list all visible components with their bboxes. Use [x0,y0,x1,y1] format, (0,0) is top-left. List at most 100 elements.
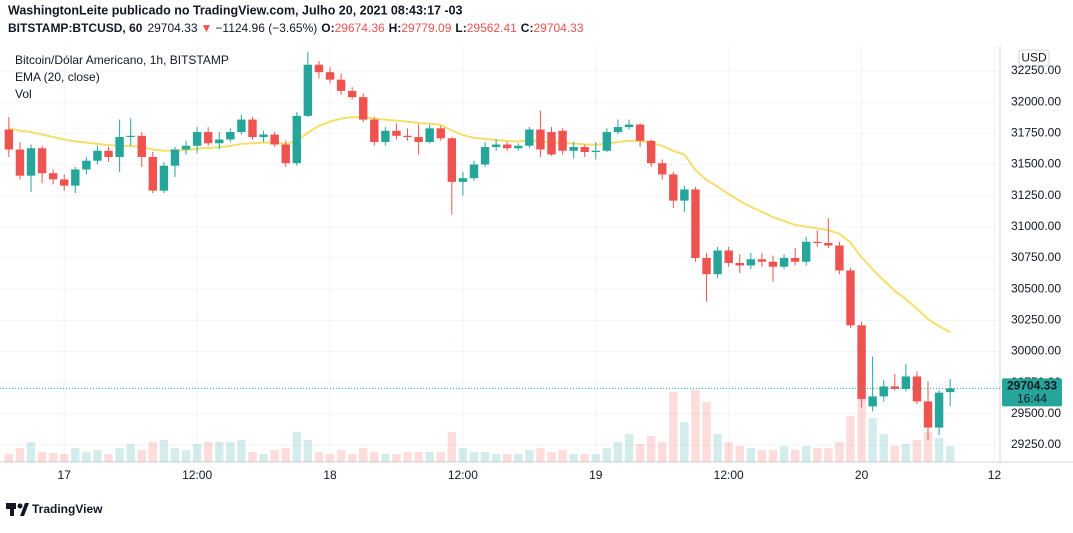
candle-body [591,150,600,152]
candle-body [680,189,689,201]
volume-bar [447,432,457,462]
volume-bar [857,396,866,462]
candle-body [901,376,911,389]
volume-bar [71,448,80,462]
volume-bar [303,440,313,462]
y-tick-label: 31500.00 [1011,157,1061,171]
symbol-text: BITSTAMP:BTCUSD, 60 29704.33 ▼ −1124.96 (−3… [8,21,584,35]
volume-bar [126,444,135,462]
candle-body [735,262,744,266]
x-tick-label: 20 [855,468,869,482]
candle-body [525,129,534,146]
legend-label: Vol [15,87,32,101]
volume-bar [945,446,955,462]
candle-body [226,132,235,140]
volume-bar [580,454,589,462]
volume-bar [525,450,534,462]
candle-body [923,401,933,428]
volume-bar [635,444,645,462]
brand: TradingView [32,502,103,516]
x-tick-label: 17 [58,468,72,482]
candle-body [480,147,490,165]
y-tick-label: 29500.00 [1011,406,1061,420]
candle-body [835,245,844,271]
candle-body [624,124,634,128]
candle-body [646,140,656,164]
candle-body [126,135,135,138]
volume-bar [226,442,235,462]
candle-body [248,119,257,138]
candle-body [658,163,667,175]
volume-bar [779,446,789,462]
volume-bar [536,448,545,462]
candle-body [336,79,346,91]
volume-bar [569,454,578,462]
volume-bar [15,448,25,462]
candle-body [26,148,36,176]
y-tick-label: 31000.00 [1011,219,1061,233]
volume-bar [846,416,855,462]
volume-bar [259,454,268,462]
candle-body [790,257,800,262]
volume-bar [26,442,36,462]
volume-bar [458,448,468,462]
candle-body [359,97,368,120]
candle-body [702,257,711,275]
volume-bar [281,448,290,462]
volume-bar [181,450,191,462]
candle-body [857,325,866,399]
volume-bar [646,436,656,462]
candle-body [724,250,733,263]
volume-bar [469,452,479,462]
y-tick-label: 30000.00 [1011,344,1061,358]
candle-body [93,150,102,161]
candle-body [945,388,955,393]
volume-bar [835,442,844,462]
volume-bar [292,432,301,462]
candle-body [868,396,877,407]
candle-body [547,132,556,155]
last-price: 29704.33 [147,21,197,35]
author-line: WashingtonLeite publicado no TradingView… [8,3,463,17]
change: −1124.96 (−3.65%) [215,21,317,35]
y-tick-label: 32000.00 [1011,94,1061,108]
x-tick-label: 12:00 [714,468,744,482]
candle-body [779,257,789,267]
volume-bar [215,442,224,462]
currency-box [1018,49,1050,67]
last-price-box [1002,378,1062,407]
ohlc-value: 29562.41 [467,21,517,35]
candle-body [137,135,146,157]
volume-bar [558,450,567,462]
ohlc-value: 29779.09 [401,21,451,35]
volume-bar [824,448,833,462]
volume-bar [757,450,767,462]
volume-bar [680,422,689,462]
candle-body [192,132,202,146]
candle-body [237,119,246,133]
volume-bar [93,450,102,462]
volume-bar [702,402,711,462]
candle-body [613,127,623,133]
volume-bar [414,452,423,462]
candle-body [558,130,567,151]
candle-body [669,174,678,201]
volume-bar [801,446,811,462]
candle-body [934,392,944,428]
candle-body [71,169,80,186]
ohlc-value: 29704.33 [533,21,583,35]
candle-body [314,64,324,73]
candle-body [148,156,158,191]
candle-body [403,135,412,138]
candle-body [514,145,523,149]
volume-bar [602,448,612,462]
volume-bar [248,452,257,462]
volume-bar [491,454,501,462]
volume-bar [336,450,346,462]
last-price-label: 29704.33 [1007,379,1057,393]
candle-body [215,139,224,144]
candle-body [392,130,401,136]
symbol-line: BITSTAMP:BTCUSD, 60 29704.33 ▼ −1124.96 (−3… [8,21,584,35]
